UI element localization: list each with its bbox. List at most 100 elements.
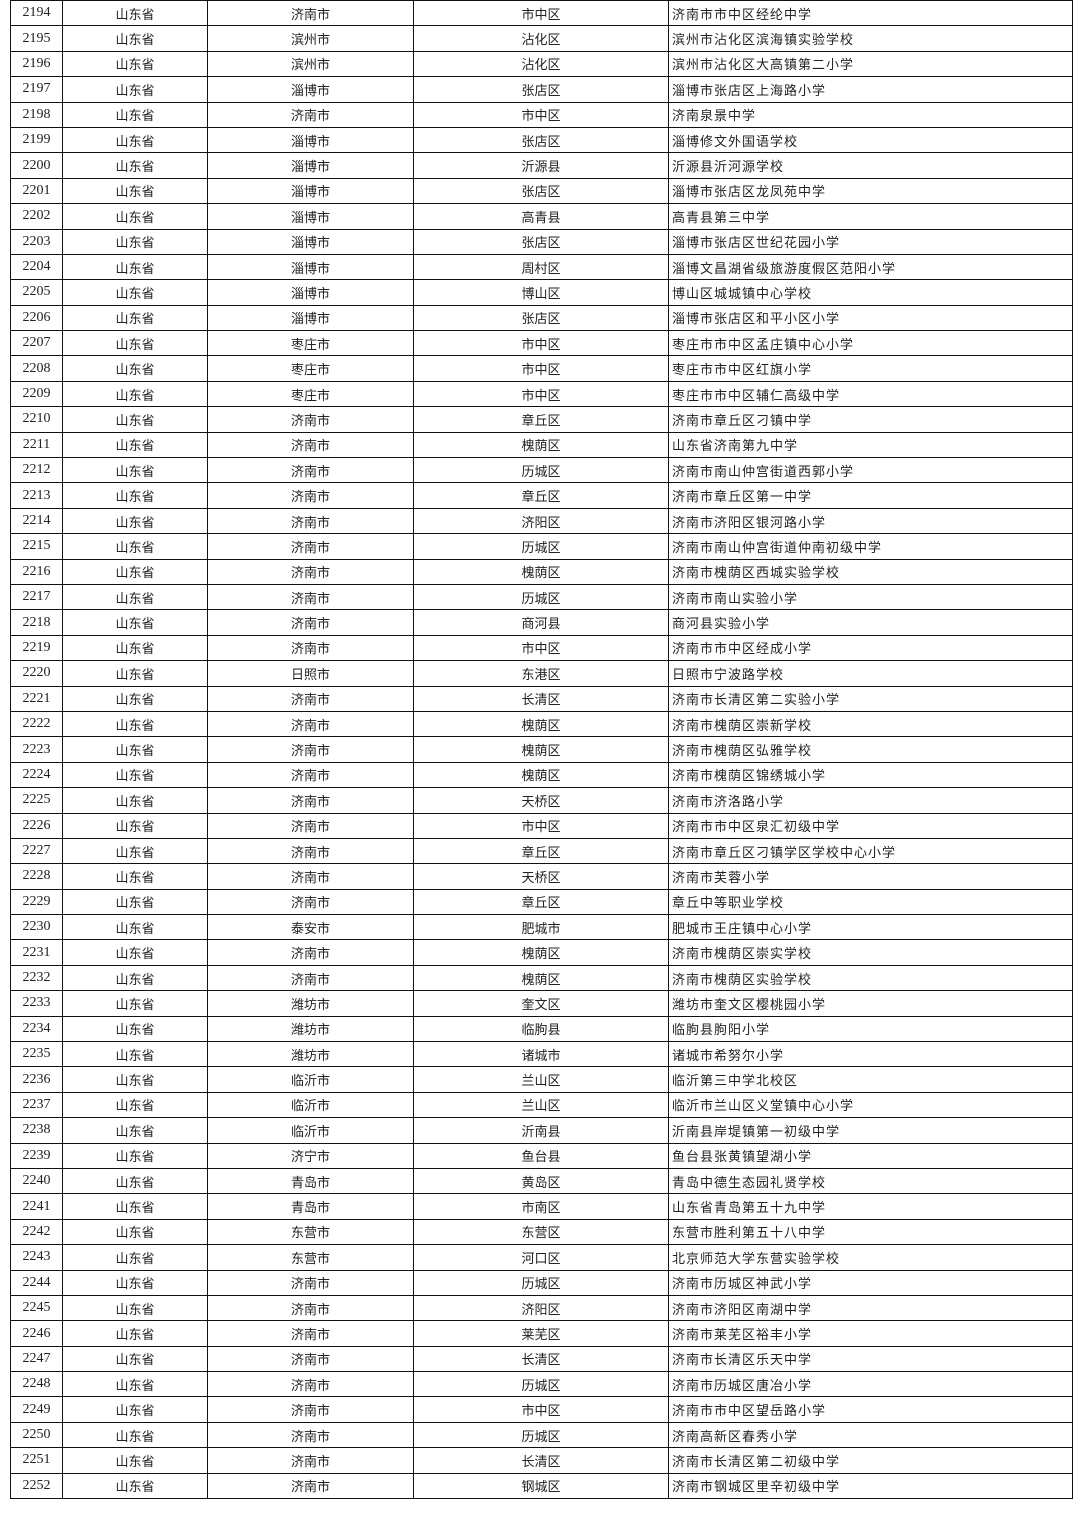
row-number-cell: 2232 xyxy=(10,964,63,992)
district-cell: 东港区 xyxy=(413,660,669,687)
city-cell: 济南市 xyxy=(207,685,414,712)
province-cell: 山东省 xyxy=(62,355,208,382)
school-name-cell: 博山区城城镇中心学校 xyxy=(668,279,1073,306)
school-name-cell: 济南市槐荫区实验学校 xyxy=(668,964,1073,992)
school-name-cell: 淄博市张店区世纪花园小学 xyxy=(668,228,1073,255)
row-number-cell: 2223 xyxy=(10,736,63,763)
row-number-cell: 2211 xyxy=(10,431,63,459)
row-number-cell: 2243 xyxy=(10,1244,63,1271)
row-number-cell: 2241 xyxy=(10,1193,63,1220)
row-number-cell: 2247 xyxy=(10,1345,63,1373)
district-cell: 章丘区 xyxy=(413,482,669,509)
province-cell: 山东省 xyxy=(62,330,208,357)
city-cell: 淄博市 xyxy=(207,203,414,230)
row-number-cell: 2222 xyxy=(10,710,63,738)
row-number-cell: 2242 xyxy=(10,1218,63,1246)
city-cell: 济南市 xyxy=(207,1421,414,1449)
school-name-cell: 济南高新区春秀小学 xyxy=(668,1421,1073,1449)
row-number-cell: 2201 xyxy=(10,177,63,205)
table-row: 2224 山东省 济南市 槐荫区 济南市槐荫区锦绣城小学 xyxy=(10,761,1073,789)
province-cell: 山东省 xyxy=(62,457,208,484)
city-cell: 济南市 xyxy=(207,787,414,814)
row-number-cell: 2252 xyxy=(10,1472,63,1500)
row-number-cell: 2228 xyxy=(10,863,63,890)
district-cell: 槐荫区 xyxy=(413,939,669,966)
table-row: 2236 山东省 临沂市 兰山区 临沂第三中学北校区 xyxy=(10,1066,1073,1093)
city-cell: 淄博市 xyxy=(207,126,414,154)
district-cell: 沾化区 xyxy=(413,25,669,52)
province-cell: 山东省 xyxy=(62,660,208,687)
table-row: 2241 山东省 青岛市 市南区 山东省青岛第五十九中学 xyxy=(10,1193,1073,1220)
district-cell: 奎文区 xyxy=(413,990,669,1017)
school-name-cell: 济南市长清区乐天中学 xyxy=(668,1345,1073,1373)
city-cell: 临沂市 xyxy=(207,1117,414,1144)
district-cell: 临朐县 xyxy=(413,1015,669,1043)
row-number-cell: 2219 xyxy=(10,634,63,662)
district-cell: 历城区 xyxy=(413,1421,669,1449)
province-cell: 山东省 xyxy=(62,787,208,814)
district-cell: 历城区 xyxy=(413,533,669,560)
district-cell: 章丘区 xyxy=(413,837,669,865)
table-row: 2234 山东省 潍坊市 临朐县 临朐县朐阳小学 xyxy=(10,1015,1073,1043)
school-name-cell: 济南市芙蓉小学 xyxy=(668,863,1073,890)
school-name-cell: 临沂第三中学北校区 xyxy=(668,1066,1073,1093)
province-cell: 山东省 xyxy=(62,964,208,992)
province-cell: 山东省 xyxy=(62,761,208,789)
district-cell: 兰山区 xyxy=(413,1091,669,1119)
city-cell: 淄博市 xyxy=(207,304,414,332)
district-cell: 历城区 xyxy=(413,1371,669,1398)
row-number-cell: 2244 xyxy=(10,1269,63,1296)
province-cell: 山东省 xyxy=(62,1472,208,1500)
city-cell: 济南市 xyxy=(207,1294,414,1322)
city-cell: 临沂市 xyxy=(207,1066,414,1093)
city-cell: 济南市 xyxy=(207,101,414,128)
district-cell: 长清区 xyxy=(413,685,669,712)
city-cell: 济南市 xyxy=(207,482,414,509)
province-cell: 山东省 xyxy=(62,609,208,636)
table-row: 2196 山东省 滨州市 沾化区 滨州市沾化区大高镇第二小学 xyxy=(10,50,1073,78)
row-number-cell: 2205 xyxy=(10,279,63,306)
row-number-cell: 2214 xyxy=(10,507,63,535)
school-name-cell: 济南市章丘区第一中学 xyxy=(668,482,1073,509)
district-cell: 天桥区 xyxy=(413,863,669,890)
school-name-cell: 济南市章丘区刁镇中学 xyxy=(668,406,1073,433)
city-cell: 济南市 xyxy=(207,1269,414,1296)
province-cell: 山东省 xyxy=(62,634,208,662)
district-cell: 济阳区 xyxy=(413,1294,669,1322)
school-name-cell: 济南市槐荫区锦绣城小学 xyxy=(668,761,1073,789)
district-cell: 市中区 xyxy=(413,380,669,408)
district-cell: 长清区 xyxy=(413,1447,669,1474)
city-cell: 枣庄市 xyxy=(207,380,414,408)
city-cell: 潍坊市 xyxy=(207,1015,414,1043)
school-name-cell: 沂南县岸堤镇第一初级中学 xyxy=(668,1117,1073,1144)
table-row: 2223 山东省 济南市 槐荫区 济南市槐荫区弘雅学校 xyxy=(10,736,1073,763)
city-cell: 济南市 xyxy=(207,1472,414,1500)
district-cell: 沂南县 xyxy=(413,1117,669,1144)
table-row: 2209 山东省 枣庄市 市中区 枣庄市市中区辅仁高级中学 xyxy=(10,380,1073,408)
district-cell: 沂源县 xyxy=(413,152,669,179)
district-cell: 历城区 xyxy=(413,457,669,484)
school-name-cell: 临沂市兰山区义堂镇中心小学 xyxy=(668,1091,1073,1119)
province-cell: 山东省 xyxy=(62,1421,208,1449)
province-cell: 山东省 xyxy=(62,837,208,865)
district-cell: 黄岛区 xyxy=(413,1167,669,1195)
district-cell: 市中区 xyxy=(413,634,669,662)
district-cell: 槐荫区 xyxy=(413,964,669,992)
school-name-cell: 济南市济阳区银河路小学 xyxy=(668,507,1073,535)
school-name-cell: 沂源县沂河源学校 xyxy=(668,152,1073,179)
table-row: 2210 山东省 济南市 章丘区 济南市章丘区刁镇中学 xyxy=(10,406,1073,433)
province-cell: 山东省 xyxy=(62,507,208,535)
table-row: 2248 山东省 济南市 历城区 济南市历城区唐冶小学 xyxy=(10,1371,1073,1398)
city-cell: 济南市 xyxy=(207,1320,414,1347)
row-number-cell: 2231 xyxy=(10,939,63,966)
table-row: 2238 山东省 临沂市 沂南县 沂南县岸堤镇第一初级中学 xyxy=(10,1117,1073,1144)
district-cell: 市中区 xyxy=(413,101,669,128)
city-cell: 淄博市 xyxy=(207,76,414,103)
row-number-cell: 2250 xyxy=(10,1421,63,1449)
city-cell: 济南市 xyxy=(207,837,414,865)
table-row: 2195 山东省 滨州市 沾化区 滨州市沾化区滨海镇实验学校 xyxy=(10,25,1073,52)
row-number-cell: 2213 xyxy=(10,482,63,509)
school-name-cell: 济南市槐荫区崇新学校 xyxy=(668,710,1073,738)
province-cell: 山东省 xyxy=(62,253,208,281)
district-cell: 张店区 xyxy=(413,126,669,154)
